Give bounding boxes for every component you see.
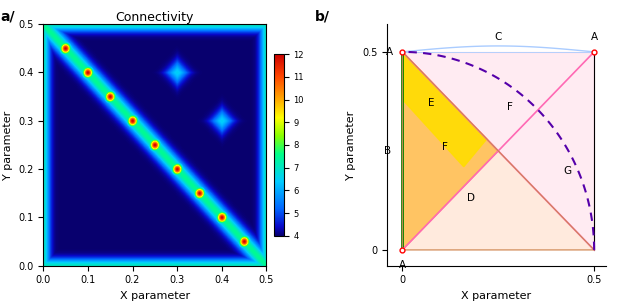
X-axis label: X parameter: X parameter bbox=[120, 291, 190, 301]
Y-axis label: Y parameter: Y parameter bbox=[2, 110, 12, 180]
Polygon shape bbox=[402, 52, 498, 250]
Text: A: A bbox=[386, 47, 393, 57]
Text: E: E bbox=[428, 98, 434, 108]
Y-axis label: Y parameter: Y parameter bbox=[346, 110, 357, 180]
X-axis label: X parameter: X parameter bbox=[461, 291, 531, 301]
Text: G: G bbox=[563, 166, 572, 176]
Text: b/: b/ bbox=[315, 9, 330, 23]
Text: F: F bbox=[507, 102, 513, 112]
Text: a/: a/ bbox=[0, 9, 15, 23]
Polygon shape bbox=[402, 52, 594, 250]
Text: A: A bbox=[399, 260, 406, 270]
Polygon shape bbox=[402, 52, 594, 250]
Polygon shape bbox=[402, 52, 487, 167]
Text: F: F bbox=[442, 142, 447, 152]
Text: A: A bbox=[591, 32, 598, 42]
Title: Connectivity: Connectivity bbox=[116, 11, 194, 24]
Text: D: D bbox=[467, 193, 475, 204]
Text: C: C bbox=[494, 32, 502, 42]
Text: B: B bbox=[384, 146, 391, 156]
